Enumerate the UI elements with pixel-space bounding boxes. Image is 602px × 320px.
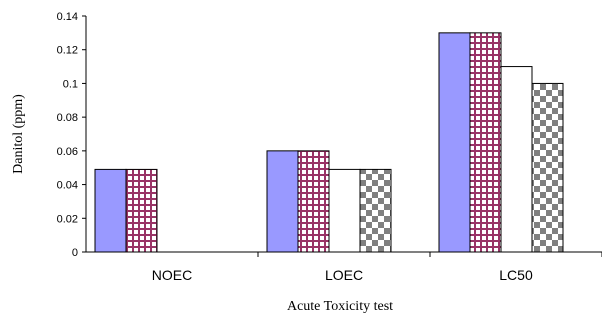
y-tick-label: 0.1 <box>63 78 78 90</box>
y-tick-label: 0.06 <box>57 146 78 158</box>
bar-loec-series-1 <box>266 150 299 253</box>
x-axis-title: Acute Toxicity test <box>287 299 393 314</box>
bar-loec-series-3 <box>328 168 361 253</box>
x-category-label: LOEC <box>325 267 363 283</box>
y-tick-label: 0.12 <box>57 45 78 57</box>
bar-lc50-series-1 <box>438 32 471 253</box>
x-category-label: NOEC <box>152 267 192 283</box>
bar-loec-series-4 <box>359 168 392 253</box>
bar-lc50-series-3 <box>500 66 533 253</box>
axis-labels: Danitol (ppm) Acute Toxicity test <box>11 94 393 314</box>
y-tick-label: 0 <box>72 247 78 259</box>
y-axis-title: Danitol (ppm) <box>11 94 26 174</box>
x-category-label: LC50 <box>499 267 533 283</box>
y-tick-label: 0.08 <box>57 112 78 124</box>
y-tick-label: 0.14 <box>57 11 78 23</box>
bars <box>94 32 564 253</box>
bar-lc50-series-2 <box>469 32 502 253</box>
bar-loec-series-2 <box>297 150 330 253</box>
y-tick-label: 0.04 <box>57 180 78 192</box>
x-axis: NOEC LOEC LC50 <box>86 251 602 283</box>
bar-noec-series-1 <box>94 168 127 253</box>
y-axis: 0 0.02 0.04 0.06 0.08 0.1 0.12 0.14 <box>57 11 87 259</box>
bar-noec-series-2 <box>125 168 158 253</box>
bar-lc50-series-4 <box>531 82 564 253</box>
y-tick-label: 0.02 <box>57 213 78 225</box>
